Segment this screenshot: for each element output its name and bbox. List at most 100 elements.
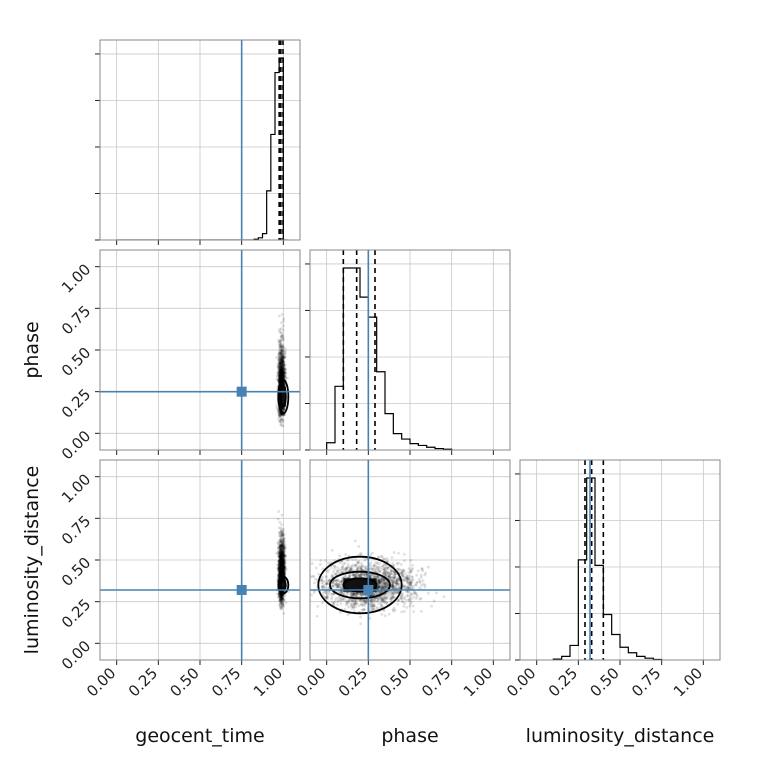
sample-point: [280, 361, 284, 365]
sample-point: [280, 335, 284, 338]
sample-point: [282, 567, 286, 571]
sample-point: [279, 364, 283, 368]
sample-point: [409, 600, 413, 604]
sample-point: [279, 599, 283, 603]
sample-point: [281, 353, 285, 357]
sample-point: [280, 542, 284, 546]
sample-point: [281, 554, 285, 558]
sample-point: [282, 381, 286, 385]
sample-point: [280, 571, 284, 575]
sample-point: [279, 363, 283, 367]
sample-point: [280, 560, 284, 564]
sample-point: [279, 573, 282, 577]
sample-point: [377, 584, 381, 588]
sample-point: [281, 569, 285, 573]
sample-point: [280, 358, 283, 361]
sample-point: [278, 369, 282, 373]
sample-point: [278, 359, 281, 363]
sample-point: [402, 609, 406, 613]
sample-point: [280, 372, 284, 376]
sample-point: [280, 375, 284, 379]
sample-point: [279, 594, 283, 598]
sample-point: [283, 556, 287, 560]
sample-point: [279, 573, 283, 576]
sample-point: [283, 374, 287, 378]
sample-point: [391, 562, 394, 565]
sample-point: [282, 568, 285, 572]
sample-point: [279, 556, 283, 560]
sample-point: [279, 552, 283, 555]
sample-point: [282, 374, 286, 378]
sample-point: [373, 575, 376, 579]
sample-point: [359, 595, 362, 598]
sample-point: [280, 334, 283, 338]
sample-point: [280, 552, 284, 556]
sample-point: [278, 563, 281, 567]
sample-point: [334, 573, 338, 577]
sample-point: [281, 374, 284, 377]
sample-point: [281, 372, 284, 375]
sample-point: [279, 370, 283, 374]
sample-point: [401, 574, 404, 578]
sample-point: [278, 420, 282, 423]
sample-point: [281, 561, 284, 565]
sample-point: [283, 370, 287, 374]
sample-point: [278, 574, 282, 578]
sample-point: [280, 383, 284, 387]
sample-point: [281, 568, 285, 572]
sample-point: [280, 577, 284, 581]
sample-point: [279, 550, 282, 554]
sample-point: [393, 576, 397, 580]
sample-point: [281, 371, 285, 374]
sample-point: [279, 570, 283, 574]
sample-point: [278, 598, 282, 602]
sample-point: [355, 572, 359, 575]
sample-point: [280, 373, 284, 376]
sample-point: [279, 569, 283, 573]
sample-point: [277, 546, 281, 549]
sample-point: [282, 376, 286, 380]
sample-point: [348, 599, 352, 602]
sample-point: [282, 382, 286, 385]
sample-point: [278, 572, 282, 576]
sample-point: [407, 574, 410, 578]
sample-point: [376, 580, 380, 583]
sample-point: [279, 359, 283, 363]
sample-point: [282, 352, 286, 356]
sample-point: [275, 404, 279, 408]
sample-point: [280, 376, 284, 379]
sample-point: [276, 517, 280, 521]
sample-point: [281, 568, 285, 572]
sample-point: [280, 562, 283, 566]
sample-point: [282, 539, 286, 543]
sample-point: [278, 373, 282, 377]
sample-point: [277, 314, 281, 318]
sample-point: [361, 564, 365, 568]
sample-point: [280, 424, 284, 427]
sample-point: [280, 566, 284, 570]
sample-point: [282, 560, 285, 564]
sample-point: [278, 375, 282, 379]
sample-point: [279, 572, 283, 576]
sample-point: [280, 366, 284, 369]
sample-point: [371, 607, 375, 611]
sample-point: [284, 568, 288, 572]
sample-point: [282, 550, 286, 554]
sample-point: [280, 383, 284, 387]
sample-point: [359, 568, 363, 571]
sample-point: [279, 559, 283, 563]
sample-point: [280, 568, 284, 572]
sample-point: [335, 570, 339, 574]
sample-point: [391, 581, 395, 585]
sample-point: [280, 560, 284, 563]
sample-point: [283, 546, 287, 550]
sample-point: [282, 571, 286, 574]
sample-point: [281, 370, 284, 374]
sample-point: [280, 373, 284, 376]
sample-point: [280, 363, 284, 367]
sample-point: [404, 584, 407, 588]
sample-point: [279, 602, 282, 606]
sample-point: [350, 599, 354, 603]
sample-point: [278, 566, 282, 570]
